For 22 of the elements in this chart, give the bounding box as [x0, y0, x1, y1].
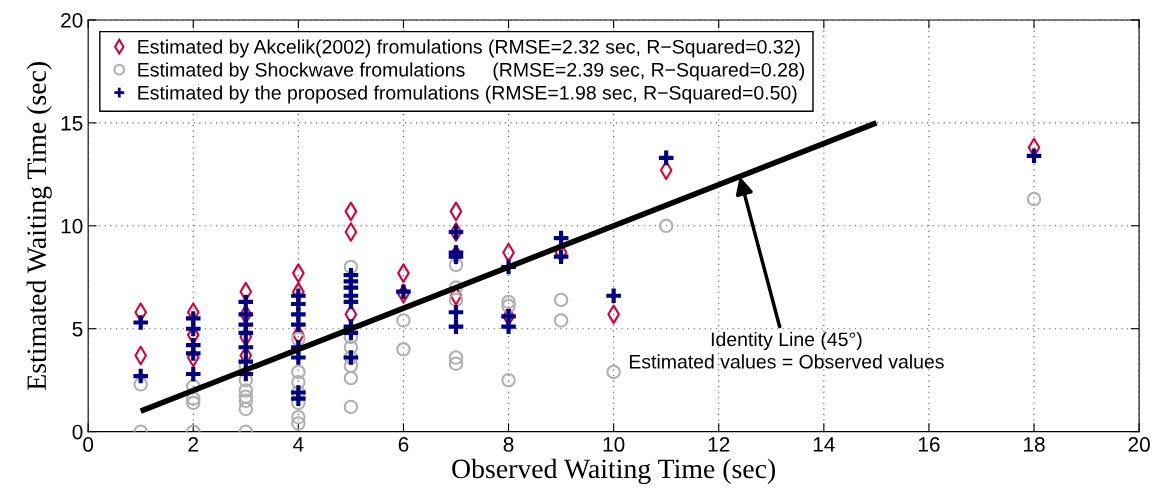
y-axis-title: Estimated Waiting Time (sec) — [26, 62, 52, 390]
annotation: Identity Line (45°) Estimated values = Observed values — [629, 331, 944, 369]
y-tick-label: 15 — [61, 116, 83, 131]
x-tick-label: 10 — [603, 437, 625, 452]
x-tick-label: 12 — [708, 437, 730, 452]
x-tick-label: 14 — [813, 437, 835, 452]
y-tick-label: 10 — [61, 218, 83, 234]
x-tick-label: 8 — [503, 437, 514, 452]
y-tick-label: 0 — [72, 424, 83, 440]
y-tick-label: 5 — [72, 321, 83, 337]
x-tick-label: 0 — [83, 437, 94, 452]
y-tick-label: 20 — [61, 12, 83, 28]
x-tick-label: 4 — [293, 437, 304, 452]
x-tick-label: 6 — [398, 437, 409, 452]
x-tick-label: 18 — [1024, 437, 1045, 452]
x-tick-label: 2 — [188, 437, 198, 452]
legend-label: Estimated by the proposed fromulations (RMSE=1.98 sec, R−Squared=0.50) — [138, 85, 797, 104]
legend-label: Estimated by Shockwave fromulations (RMSE=2.39 sec, R−Squared=0.28) — [138, 62, 805, 81]
x-tick-label: 16 — [918, 437, 940, 452]
legend-label: Estimated by Akcelik(2002) fromulations (RMSE=2.32 sec, R−Squared=0.32) — [138, 39, 800, 58]
x-tick-label: 20 — [1128, 437, 1150, 452]
x-axis-title: Observed Waiting Time (sec) — [452, 458, 776, 484]
